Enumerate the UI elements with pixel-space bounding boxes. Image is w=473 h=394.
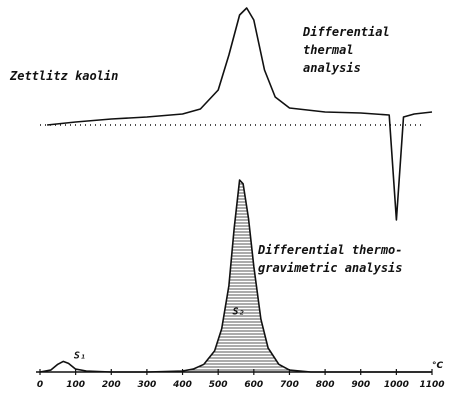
- dtg-title-line-2: gravimetric analysis: [258, 261, 403, 275]
- dta-chart: Zettlitz kaolin Differential thermal ana…: [9, 7, 433, 221]
- annotation-s2: S₂: [232, 306, 244, 317]
- x-tick-label-1100: 1100: [419, 380, 444, 390]
- dta-title-line-1: Differential: [302, 25, 390, 39]
- annotation-s1: S₁: [74, 350, 86, 361]
- x-tick-label-700: 700: [280, 380, 299, 390]
- x-tick-label-1000: 1000: [384, 380, 409, 390]
- dta-curve: [47, 7, 433, 221]
- dtg-chart: 0 100 200 300 400 500 600 700 800 900 1000 1100 Dif…: [36, 179, 445, 390]
- x-tick-label-300: 300: [138, 380, 157, 390]
- x-tick-label-600: 600: [244, 380, 263, 390]
- dta-title-line-2: thermal: [303, 43, 354, 57]
- x-axis-unit: °C: [432, 361, 444, 371]
- x-tick-label-200: 200: [102, 380, 121, 390]
- x-tick-label-400: 400: [172, 380, 192, 390]
- dtg-peak-shading: [182, 180, 311, 372]
- x-tick-label-500: 500: [209, 380, 228, 390]
- x-tick-label-0: 0: [37, 380, 43, 390]
- x-tick-label-100: 100: [66, 380, 85, 390]
- dta-title-line-3: analysis: [303, 61, 361, 75]
- dtg-curve: [39, 179, 432, 373]
- x-tick-label-900: 900: [351, 380, 370, 390]
- x-axis-ticks: 0 100 200 300 400 500 600 700 800 900 1000 1100: [37, 369, 445, 390]
- sample-label: Zettlitz kaolin: [9, 69, 118, 83]
- dtg-title-line-1: Differential thermo-: [257, 243, 403, 257]
- x-tick-label-800: 800: [316, 380, 335, 390]
